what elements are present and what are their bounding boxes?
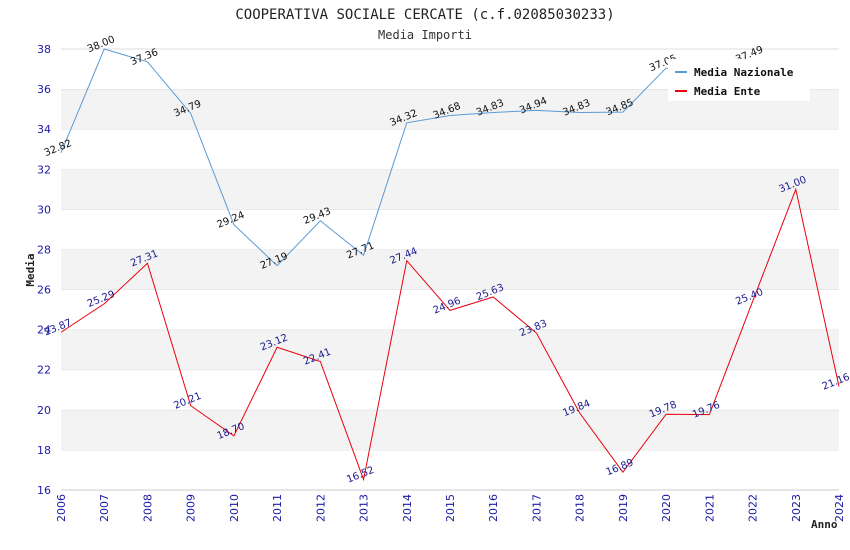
x-tick-label: 2012 — [314, 494, 327, 522]
x-tick-label: 2022 — [747, 494, 760, 522]
y-tick-label: 26 — [37, 284, 51, 297]
x-tick-label: 2008 — [141, 494, 154, 522]
x-tick-label: 2016 — [487, 494, 500, 522]
grid-band — [61, 329, 839, 370]
grid-band — [61, 289, 839, 330]
y-axis-ticks: 16 18 20 22 24 26 28 30 32 34 36 38 — [37, 43, 51, 497]
legend: Media Nazionale Media Ente — [668, 59, 810, 101]
legend-box — [668, 59, 810, 101]
y-tick-label: 20 — [37, 404, 51, 417]
x-tick-label: 2007 — [98, 494, 111, 522]
grid-band — [61, 249, 839, 290]
x-tick-label: 2011 — [271, 494, 284, 522]
grid-band — [61, 409, 839, 450]
x-tick-label: 2010 — [228, 494, 241, 522]
x-tick-label: 2020 — [660, 494, 673, 522]
y-tick-label: 24 — [37, 324, 51, 337]
chart-subtitle: Media Importi — [378, 28, 472, 42]
x-tick-label: 2024 — [833, 494, 846, 522]
y-tick-label: 32 — [37, 163, 51, 176]
x-tick-label: 2015 — [444, 494, 457, 522]
grid-band — [61, 129, 839, 170]
legend-entry: Media Nazionale — [694, 66, 794, 79]
grid-band — [61, 209, 839, 250]
x-axis-label: Anno — [811, 518, 838, 531]
x-axis-ticks: 2006 2007 2008 2009 2010 2011 2012 2013 2014 2015… — [55, 494, 846, 522]
series-line-media-ente — [60, 187, 840, 482]
series-line-media-nazionale — [60, 48, 753, 267]
x-tick-label: 2006 — [55, 494, 68, 522]
y-tick-label: 28 — [37, 243, 51, 256]
x-tick-label: 2018 — [574, 494, 587, 522]
y-tick-label: 22 — [37, 364, 51, 377]
y-tick-label: 34 — [37, 123, 51, 136]
legend-entry: Media Ente — [694, 85, 761, 98]
y-axis-label: Media — [24, 253, 37, 286]
chart-title: COOPERATIVA SOCIALE CERCATE (c.f.0208503… — [235, 7, 614, 23]
x-tick-label: 2017 — [530, 494, 543, 522]
grid-bands — [61, 48, 839, 491]
x-tick-label: 2013 — [358, 494, 371, 522]
series-lines — [60, 48, 840, 482]
x-tick-label: 2014 — [401, 494, 414, 522]
x-tick-label: 2019 — [617, 494, 630, 522]
grid-band — [61, 169, 839, 210]
grid-band — [61, 449, 839, 490]
x-tick-label: 2009 — [185, 494, 198, 522]
x-tick-label: 2021 — [703, 494, 716, 522]
y-tick-label: 30 — [37, 203, 51, 216]
y-tick-label: 36 — [37, 83, 51, 96]
grid-band — [61, 369, 839, 410]
y-tick-label: 38 — [37, 43, 51, 56]
y-tick-label: 16 — [37, 484, 51, 497]
y-tick-label: 18 — [37, 444, 51, 457]
x-tick-label: 2023 — [790, 494, 803, 522]
